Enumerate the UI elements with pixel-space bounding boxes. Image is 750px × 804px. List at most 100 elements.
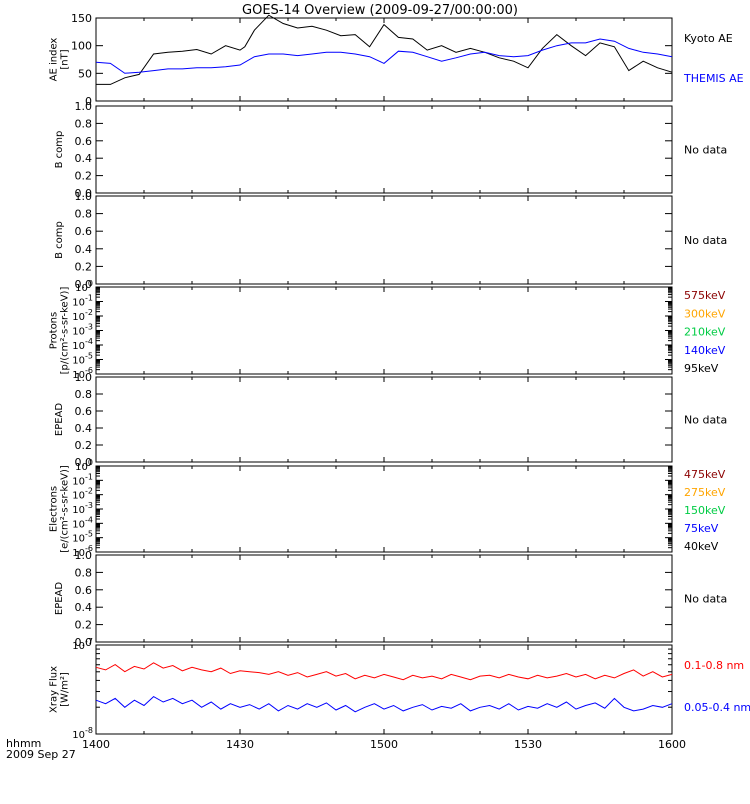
y-tick-label: 0.4 (75, 422, 93, 435)
no-data-note: No data (684, 234, 727, 247)
no-data-note: No data (684, 414, 727, 427)
y-tick-label: 10-4 (72, 515, 93, 530)
y-tick-label: 0.2 (75, 170, 93, 183)
legend-entry: THEMIS AE (683, 72, 744, 85)
y-axis-label-line: EPEAD (54, 403, 65, 437)
series-line-0-1-0-8-nm (96, 663, 672, 680)
panel-frame (96, 555, 672, 642)
y-axis-label: Protons[p/(cm²-s-sr-keV)] (49, 287, 71, 375)
legend-entry: 0.1-0.8 nm (684, 659, 744, 672)
y-tick-label: 10-1 (72, 294, 93, 309)
y-tick-label: 1.0 (75, 549, 93, 562)
x-tick-label: 1500 (370, 738, 398, 751)
y-tick-label: 10-1 (72, 472, 93, 487)
y-tick-label: 0.4 (75, 243, 93, 256)
y-axis-label-line: Xray Flux (49, 666, 60, 713)
legend-entry: 575keV (684, 289, 726, 302)
y-axis-label: EPEAD (54, 582, 65, 616)
no-data-note: No data (684, 593, 727, 606)
y-axis-label: AE index[nT] (49, 38, 71, 82)
y-tick-label: 10-5 (72, 530, 93, 545)
y-tick-label: 0.8 (75, 388, 93, 401)
y-tick-label: 10-5 (72, 352, 93, 367)
y-axis-label-line: B comp (54, 131, 65, 169)
panel-frame (96, 466, 672, 552)
panel-frame (96, 377, 672, 462)
panel-frame (96, 106, 672, 193)
legend-entry: 150keV (684, 504, 726, 517)
y-tick-label: 10-3 (72, 323, 93, 338)
y-tick-label: 0.2 (75, 619, 93, 632)
y-axis-label: B comp (54, 131, 65, 169)
y-tick-label: 10-4 (72, 337, 93, 352)
y-axis-label: EPEAD (54, 403, 65, 437)
y-tick-label: 0.4 (75, 601, 93, 614)
y-axis-label-line: Protons (49, 312, 60, 349)
x-tick-label: 1530 (514, 738, 542, 751)
legend-entry: 0.05-0.4 nm (684, 701, 750, 714)
x-tick-label: 1600 (658, 738, 686, 751)
figure-title: GOES-14 Overview (2009-09-27/00:00:00) (242, 3, 518, 18)
panel-frame (96, 645, 672, 734)
legend-entry: 95keV (684, 362, 719, 375)
y-axis-label: Electrons[e/(cm²-s-sr-keV)] (49, 465, 71, 553)
x-tick-label: 1430 (226, 738, 254, 751)
x-tick-label: 1400 (82, 738, 110, 751)
legend-entry: 140keV (684, 344, 726, 357)
y-tick-label: 0.8 (75, 117, 93, 130)
y-tick-label: 0.4 (75, 152, 93, 165)
y-axis-label: B comp (54, 221, 65, 259)
y-axis-label-line: Electrons (49, 486, 60, 532)
y-tick-label: 0.2 (75, 439, 93, 452)
y-axis-label-line: [nT] (60, 49, 71, 69)
y-tick-label: 150 (71, 12, 92, 25)
y-tick-label: 1.0 (75, 371, 93, 384)
y-tick-label: 10-3 (72, 501, 93, 516)
y-tick-label: 100 (71, 40, 92, 53)
legend-entry: 210keV (684, 326, 726, 339)
panel-frame (96, 196, 672, 284)
no-data-note: No data (684, 144, 727, 157)
legend-entry: 300keV (684, 307, 726, 320)
y-tick-label: 0.8 (75, 208, 93, 221)
y-axis-label: Xray Flux[W/m²] (49, 666, 71, 713)
y-tick-label: 10-2 (72, 487, 93, 502)
y-tick-label: 10-2 (72, 308, 93, 323)
date-label: 2009 Sep 27 (6, 748, 76, 761)
y-tick-label: 0.6 (75, 225, 93, 238)
y-axis-label-line: [W/m²] (60, 672, 71, 707)
y-axis-label-line: [e/(cm²-s-sr-keV)] (60, 465, 71, 553)
panel-8: Xray Flux[W/m²]10-710-80.1-0.8 nm0.05-0.… (49, 637, 750, 741)
panel-frame (96, 287, 672, 374)
legend-entry: Kyoto AE (684, 32, 733, 45)
y-axis-label-line: EPEAD (54, 582, 65, 616)
y-tick-label: 0.6 (75, 584, 93, 597)
y-axis-label-line: AE index (49, 38, 60, 82)
panel-6: Electrons[e/(cm²-s-sr-keV)]10010-110-210… (49, 458, 726, 559)
series-line-0-05-0-4-nm (96, 697, 672, 712)
series-line-kyoto-ae (96, 15, 672, 84)
legend-entry: 275keV (684, 486, 726, 499)
legend-entry: 40keV (684, 540, 719, 553)
y-tick-label: 1.0 (75, 190, 93, 203)
panel-4: Protons[p/(cm²-s-sr-keV)]10010-110-210-3… (49, 279, 726, 381)
y-tick-label: 50 (78, 67, 92, 80)
y-tick-label: 0.2 (75, 260, 93, 273)
panel-frame (96, 18, 672, 101)
y-tick-label: 0.6 (75, 135, 93, 148)
legend-entry: 75keV (684, 522, 719, 535)
y-tick-label: 0.8 (75, 566, 93, 579)
y-axis-label-line: [p/(cm²-s-sr-keV)] (60, 287, 71, 375)
y-tick-label: 0.6 (75, 405, 93, 418)
y-axis-label-line: B comp (54, 221, 65, 259)
legend-entry: 475keV (684, 468, 726, 481)
y-tick-label: 1.0 (75, 100, 93, 113)
